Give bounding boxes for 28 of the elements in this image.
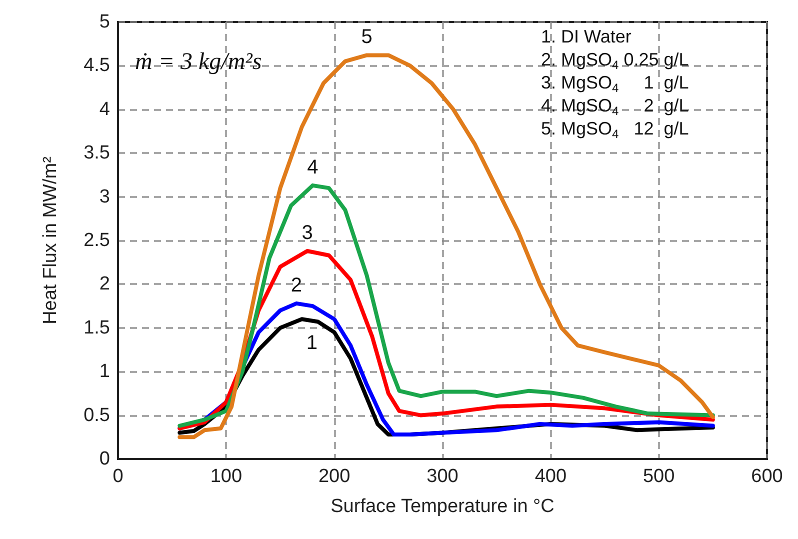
y-tick-label: 3.5: [84, 142, 110, 164]
y-tick-label: 4: [99, 98, 110, 120]
x-tick-label: 400: [534, 466, 567, 487]
line-series: [178, 183, 715, 428]
series-label: 1: [306, 332, 318, 354]
y-tick-label: 1: [99, 361, 110, 382]
x-tick-label: 0: [112, 466, 124, 487]
line-series: [178, 53, 715, 440]
y-axis-title: Heat Flux in MW/m²: [40, 156, 61, 324]
y-tick-label: 0.5: [84, 404, 110, 426]
y-tick-label: 0: [99, 448, 110, 470]
x-tick-label: 500: [642, 466, 675, 487]
annotation: ṁ = 3 kg/m²s: [135, 49, 262, 75]
y-tick-label: 5: [99, 12, 110, 32]
y-tick-label: 4.5: [84, 55, 110, 76]
x-tick-label: 600: [751, 466, 783, 487]
x-tick-label: 200: [318, 466, 350, 487]
y-tick-label: 1.5: [84, 317, 110, 338]
y-tick-label: 2.5: [84, 230, 110, 251]
x-tick-label: 100: [210, 466, 242, 487]
x-axis-title: Surface Temperature in °C: [330, 496, 554, 517]
series-label: 5: [361, 26, 372, 48]
series-label: 4: [307, 156, 318, 178]
series-label: 2: [290, 274, 302, 296]
y-tick-label: 3: [99, 186, 110, 208]
x-tick-label: 300: [426, 466, 458, 487]
series-label: 3: [302, 222, 313, 244]
y-tick-label: 2: [99, 274, 110, 295]
